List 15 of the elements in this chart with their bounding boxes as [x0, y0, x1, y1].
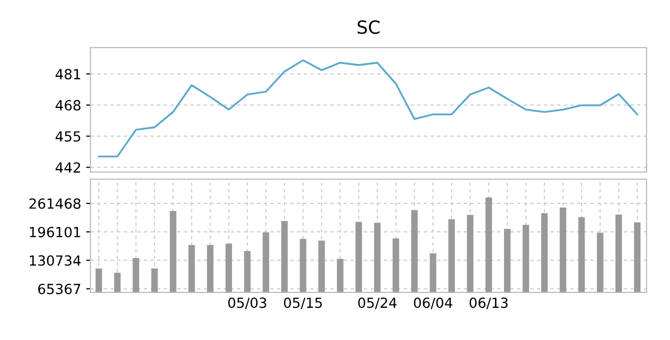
x-tick-label: 05/15: [284, 298, 322, 310]
y-tick-label: 130734: [30, 255, 81, 266]
y-tick-label: 196101: [30, 226, 80, 238]
y-tick-label: 455: [56, 131, 80, 142]
chart-title: SC: [358, 20, 380, 34]
y-tick-label: 442: [56, 162, 80, 173]
x-tick-label: 05/24: [358, 298, 397, 310]
x-tick-label: 06/04: [414, 298, 452, 310]
y-tick-label: 481: [56, 68, 80, 80]
y-tick-label: 468: [56, 100, 80, 111]
y-tick-label: 261468: [29, 198, 80, 209]
line-series: [98, 59, 638, 158]
x-tick-label: 05/03: [228, 298, 266, 310]
y-tick-label: 65367: [38, 284, 80, 294]
x-tick-label: 06/13: [470, 298, 508, 310]
